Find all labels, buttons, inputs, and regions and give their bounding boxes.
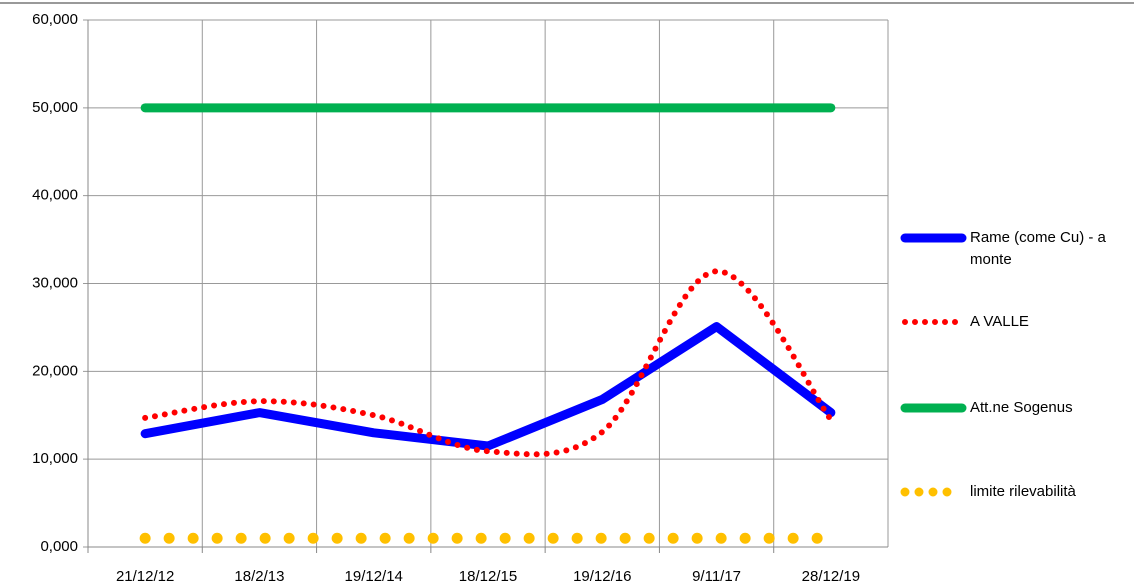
- y-tick-label: 60,000: [32, 11, 78, 28]
- x-tick-label: 19/12/16: [573, 568, 631, 585]
- x-tick-label: 18/2/13: [234, 568, 284, 585]
- legend-label: A VALLE: [970, 313, 1029, 330]
- legend-label: Rame (come Cu) - a monte: [970, 229, 1106, 268]
- series-line: [140, 322, 836, 451]
- x-tick-label: 19/12/14: [345, 568, 403, 585]
- legend-label: Att.ne Sogenus: [970, 399, 1073, 416]
- x-tick-label: 21/12/12: [116, 568, 174, 585]
- y-tick-label: 30,000: [32, 274, 78, 291]
- y-tick-label: 50,000: [32, 99, 78, 116]
- y-tick-label: 0,000: [40, 538, 78, 555]
- x-tick-label: 9/11/17: [692, 568, 741, 585]
- x-tick-label: 28/12/19: [802, 568, 860, 585]
- x-tick-label: 18/12/15: [459, 568, 517, 585]
- legend-label: limite rilevabilità: [970, 483, 1076, 500]
- y-tick-label: 20,000: [32, 362, 78, 379]
- y-tick-label: 10,000: [32, 450, 78, 467]
- y-tick-label: 40,000: [32, 187, 78, 204]
- series-line: [142, 268, 834, 458]
